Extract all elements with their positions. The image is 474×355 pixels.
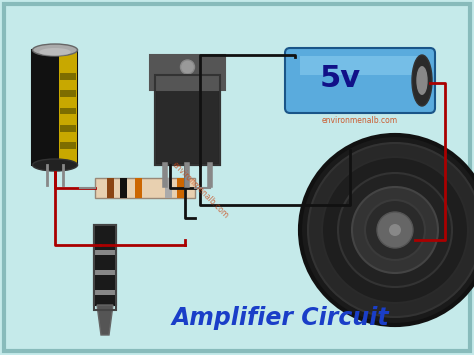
Bar <box>60 108 76 114</box>
Bar <box>165 178 172 198</box>
FancyBboxPatch shape <box>4 4 470 351</box>
Circle shape <box>308 143 474 317</box>
Bar <box>94 225 116 310</box>
Bar <box>60 125 76 132</box>
Bar <box>60 50 78 165</box>
Bar <box>177 178 184 198</box>
Ellipse shape <box>33 44 78 56</box>
Text: environmenalb.com: environmenalb.com <box>322 116 398 125</box>
Circle shape <box>181 60 194 74</box>
Ellipse shape <box>412 55 432 106</box>
Circle shape <box>365 200 425 260</box>
Ellipse shape <box>417 67 427 94</box>
Bar <box>94 225 116 305</box>
FancyBboxPatch shape <box>285 48 435 113</box>
Bar <box>95 178 195 198</box>
Bar <box>135 178 142 198</box>
Bar <box>155 75 220 165</box>
Circle shape <box>377 212 413 248</box>
Bar <box>60 73 76 80</box>
Ellipse shape <box>33 159 78 171</box>
Bar <box>300 56 420 75</box>
Bar <box>120 178 127 198</box>
Bar <box>33 50 78 165</box>
Bar <box>107 178 114 198</box>
Polygon shape <box>97 305 113 335</box>
Circle shape <box>389 224 401 236</box>
Bar <box>94 270 116 275</box>
Circle shape <box>308 143 474 317</box>
Circle shape <box>300 135 474 325</box>
Text: 5v: 5v <box>319 64 361 93</box>
Bar <box>60 90 76 97</box>
Bar <box>60 142 76 149</box>
Ellipse shape <box>39 48 71 56</box>
Bar <box>155 75 220 165</box>
Text: environmenalb.com: environmenalb.com <box>170 160 230 220</box>
Circle shape <box>338 173 452 287</box>
Bar <box>150 55 225 90</box>
Text: Amplifier Circuit: Amplifier Circuit <box>171 306 389 330</box>
Circle shape <box>352 187 438 273</box>
Circle shape <box>322 157 468 303</box>
Bar <box>94 290 116 295</box>
Bar <box>94 250 116 255</box>
